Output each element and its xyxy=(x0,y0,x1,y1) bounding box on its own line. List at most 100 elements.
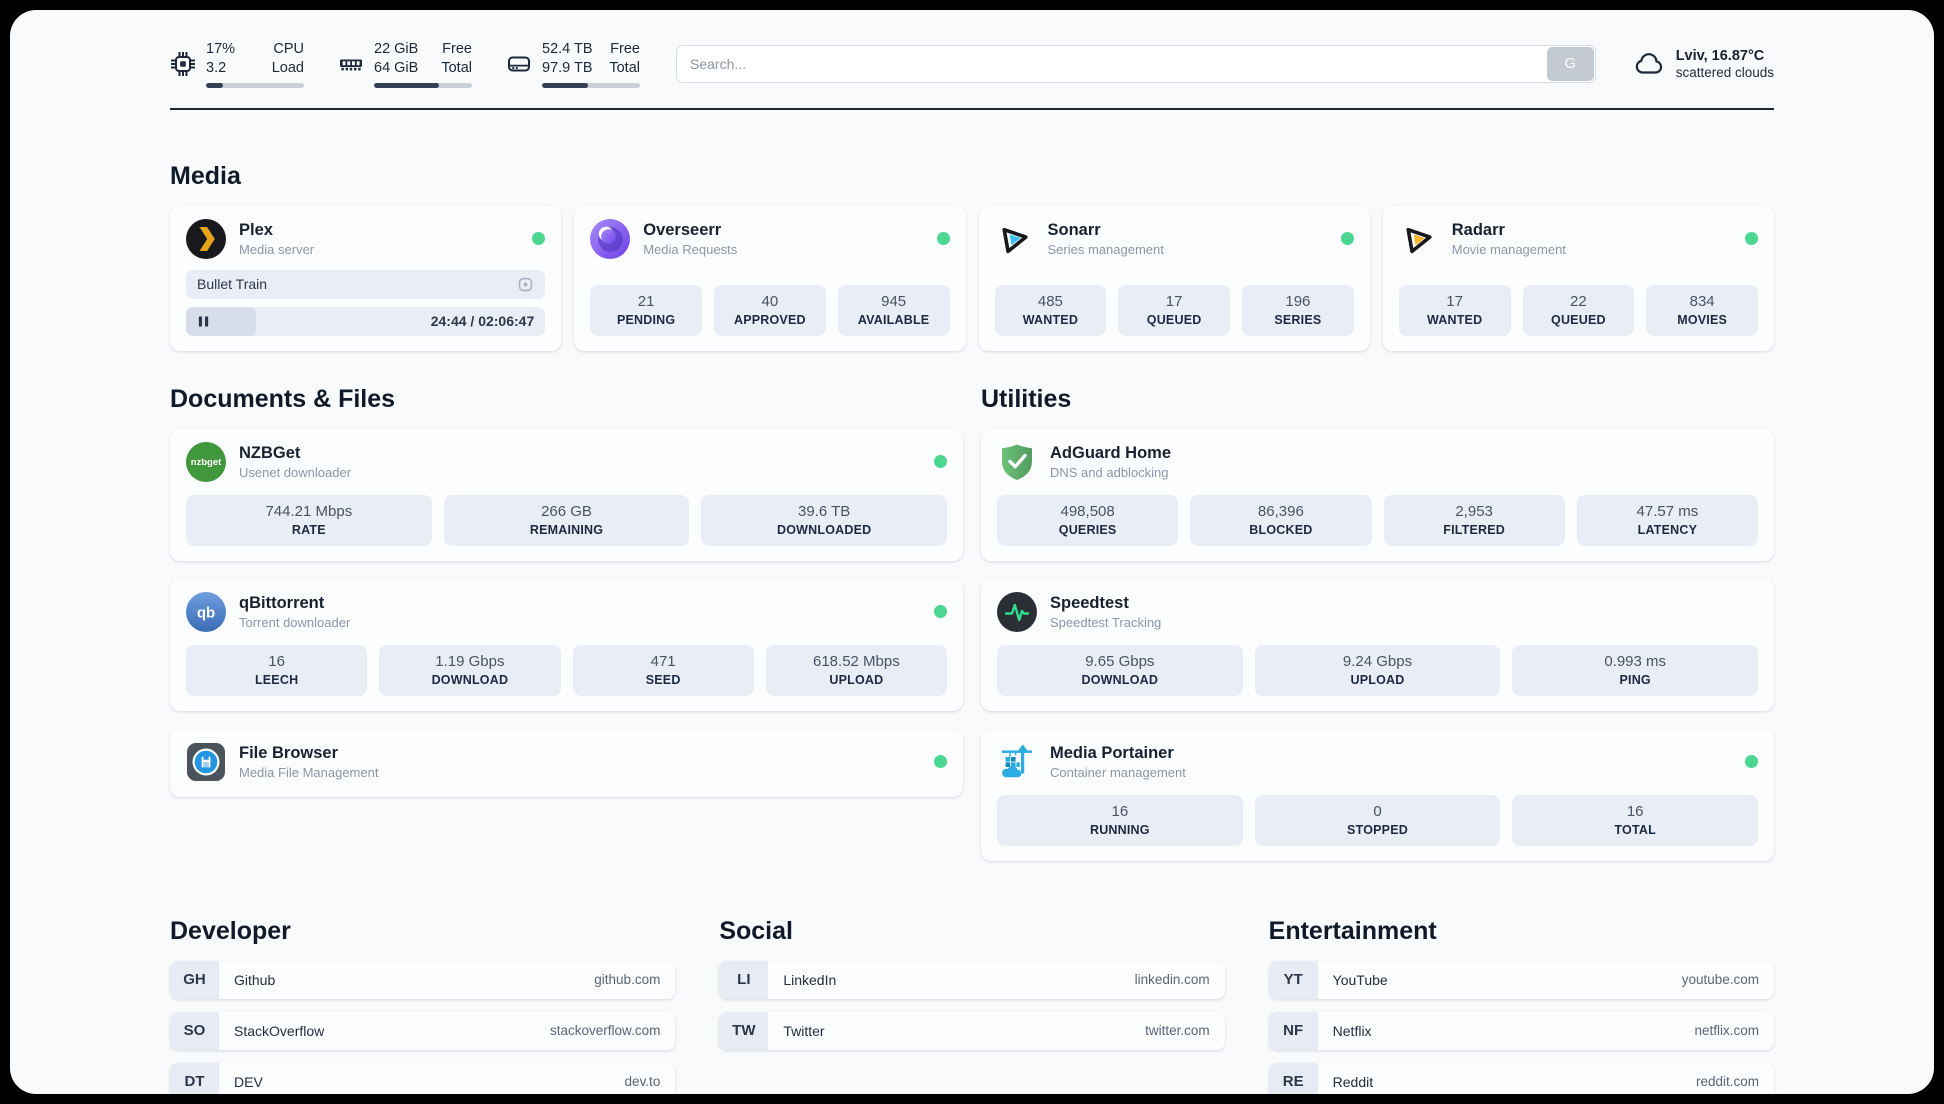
stat-value-top: 22 GiB xyxy=(374,41,419,57)
link-group-developer: Developer GH Github github.com SO StackOverfl… xyxy=(170,916,676,1094)
link-name: StackOverflow xyxy=(234,1022,325,1039)
stat-box-pending: 21 PENDING xyxy=(590,284,702,336)
system-stat-body: 22 GiB 64 GiB Free Total xyxy=(374,40,472,88)
app-card-file-browser[interactable]: File Browser Media File Management xyxy=(170,728,963,797)
app-subtitle: Media File Management xyxy=(239,764,379,780)
link-row-reddit[interactable]: RE Reddit reddit.com xyxy=(1268,1062,1774,1094)
app-card-radarr[interactable]: Radarr Movie management 17 WANTED 22 QUEUED 83… xyxy=(1382,205,1774,351)
app-card-sonarr[interactable]: Sonarr Series management 485 WANTED 17 QUEUED… xyxy=(978,205,1370,351)
link-url: linkedin.com xyxy=(1134,972,1210,988)
app-card-media-portainer[interactable]: Media Portainer Container management 16 RUN… xyxy=(981,728,1774,861)
stat-box-label: LATENCY xyxy=(1637,522,1698,537)
status-dot xyxy=(934,755,947,769)
app-card-titles: File Browser Media File Management xyxy=(239,744,378,780)
link-abbr-badge: GH xyxy=(170,960,219,999)
stat-value-top: 17% xyxy=(206,41,236,57)
link-row-twitter[interactable]: TW Twitter twitter.com xyxy=(719,1011,1225,1050)
link-row-linkedin[interactable]: LI LinkedIn linkedin.com xyxy=(719,960,1225,999)
stat-box-value: 744.21 Mbps xyxy=(265,502,353,520)
stat-box-label: DOWNLOADED xyxy=(777,522,872,537)
stat-box-ping: 0.993 ms PING xyxy=(1512,644,1759,696)
stat-box-label: SEED xyxy=(645,672,681,687)
now-playing-title: Bullet Train xyxy=(197,276,268,293)
stat-box-stopped: 0 STOPPED xyxy=(1254,794,1501,846)
app-card-nzbget[interactable]: nzbget NZBGet Usenet downloader 744.21 Mbps… xyxy=(170,428,963,561)
app-card-plex[interactable]: Plex Media server Bullet Train 24:44 / 02:0… xyxy=(170,205,562,351)
link-url: github.com xyxy=(594,972,661,988)
link-url: twitter.com xyxy=(1145,1023,1210,1039)
app-subtitle: Media Requests xyxy=(643,241,738,257)
stat-box-label: BLOCKED xyxy=(1249,522,1313,537)
stat-box-latency: 47.57 ms LATENCY xyxy=(1576,494,1758,546)
stat-box-wanted: 17 WANTED xyxy=(1398,284,1511,336)
link-abbr-badge: RE xyxy=(1268,1062,1318,1094)
system-stat-progress-fill xyxy=(374,82,439,88)
cpu-icon xyxy=(170,51,196,77)
stat-box-total: 16 TOTAL xyxy=(1512,794,1759,846)
app-stat-row: 16 RUNNING 0 STOPPED 16 TOTAL xyxy=(997,782,1759,846)
app-card-titles: AdGuard Home DNS and adblocking xyxy=(1050,444,1171,480)
app-subtitle: Series management xyxy=(1047,241,1164,257)
link-group-title-developer: Developer xyxy=(170,916,291,945)
search-engine-button[interactable]: G xyxy=(1546,46,1594,81)
app-name: Radarr xyxy=(1451,220,1505,239)
system-stat-progress-fill xyxy=(206,82,223,88)
documents-card-stack: nzbget NZBGet Usenet downloader 744.21 Mbps… xyxy=(170,428,963,797)
stat-box-filtered: 2,953 FILTERED xyxy=(1383,494,1565,546)
stat-box-value: 16 xyxy=(1111,802,1129,820)
stat-box-label: WANTED xyxy=(1426,312,1483,327)
link-row-youtube[interactable]: YT YouTube youtube.com xyxy=(1268,960,1774,999)
qbittorrent-icon: qb xyxy=(186,591,226,632)
now-playing: Bullet Train 24:44 / 02:06:47 xyxy=(186,259,546,336)
app-card-overseerr[interactable]: Overseerr Media Requests 21 PENDING 40 APPROV… xyxy=(574,205,966,351)
app-card-qbittorrent[interactable]: qb qBittorrent Torrent downloader 16 LEECH 1.… xyxy=(170,578,963,711)
app-name: Media Portainer xyxy=(1050,743,1174,762)
svg-text:qb: qb xyxy=(197,604,215,621)
system-stat-values: 52.4 TB 97.9 TB xyxy=(542,40,593,78)
link-row-dev[interactable]: DT DEV dev.to xyxy=(170,1062,676,1094)
section-media: Media Plex Media server Bullet Train 24:44 … xyxy=(170,162,1774,351)
now-playing-progress-fill xyxy=(186,306,257,336)
pause-icon xyxy=(197,315,210,328)
stat-label-top: Free xyxy=(610,41,640,57)
link-row-github[interactable]: GH Github github.com xyxy=(170,960,676,999)
svg-text:nzbget: nzbget xyxy=(191,457,222,468)
link-abbr-badge: LI xyxy=(719,960,769,999)
stat-box-value: 945 xyxy=(881,292,907,310)
stat-label-top: Free xyxy=(442,41,472,57)
app-card-speedtest[interactable]: Speedtest Speedtest Tracking 9.65 Gbps DOWN… xyxy=(981,578,1774,711)
now-playing-time: 24:44 / 02:06:47 xyxy=(430,313,535,330)
system-stat-labels: Free Total xyxy=(441,40,472,78)
link-url: reddit.com xyxy=(1695,1074,1759,1090)
link-row-netflix[interactable]: NF Netflix netflix.com xyxy=(1268,1011,1774,1050)
stat-box-series: 196 SERIES xyxy=(1242,284,1354,336)
link-row-stackoverflow[interactable]: SO StackOverflow stackoverflow.com xyxy=(170,1011,676,1050)
adguard-icon xyxy=(997,442,1037,482)
link-abbr-badge: NF xyxy=(1268,1011,1318,1050)
stat-box-label: QUEUED xyxy=(1551,312,1606,327)
app-name: Sonarr xyxy=(1047,220,1101,239)
link-name: Github xyxy=(234,971,276,988)
weather-widget: Lviv, 16.87°C scattered clouds xyxy=(1632,47,1774,81)
app-card-titles: Speedtest Speedtest Tracking xyxy=(1050,594,1161,630)
stat-box-wanted: 485 WANTED xyxy=(994,284,1107,336)
app-card-adguard-home[interactable]: AdGuard Home DNS and adblocking 498,508 QUE… xyxy=(981,428,1774,561)
section-documents: Documents & Files nzbget NZBGet Usenet dow… xyxy=(170,385,963,797)
stat-value-bottom: 97.9 TB xyxy=(542,59,593,76)
app-card-header: Sonarr Series management xyxy=(995,219,1354,259)
stat-box-downloaded: 39.6 TB DOWNLOADED xyxy=(701,494,948,546)
stat-box-label: QUEUED xyxy=(1146,312,1202,327)
stat-box-value: 618.52 Mbps xyxy=(813,652,900,670)
app-subtitle: Torrent downloader xyxy=(239,614,351,630)
link-name: DEV xyxy=(234,1073,263,1090)
plex-icon xyxy=(186,218,226,259)
search-input[interactable] xyxy=(676,44,1596,83)
app-name: AdGuard Home xyxy=(1050,443,1172,462)
app-subtitle: Speedtest Tracking xyxy=(1050,614,1162,630)
app-card-titles: NZBGet Usenet downloader xyxy=(239,444,351,480)
status-dot xyxy=(1745,755,1758,769)
system-stat-values: 22 GiB 64 GiB xyxy=(374,40,418,78)
system-stat-body: 17% 3.2 CPU Load xyxy=(206,40,304,88)
system-stat-2: 52.4 TB 97.9 TB Free Total xyxy=(506,40,640,88)
stat-box-label: TOTAL xyxy=(1614,822,1656,837)
